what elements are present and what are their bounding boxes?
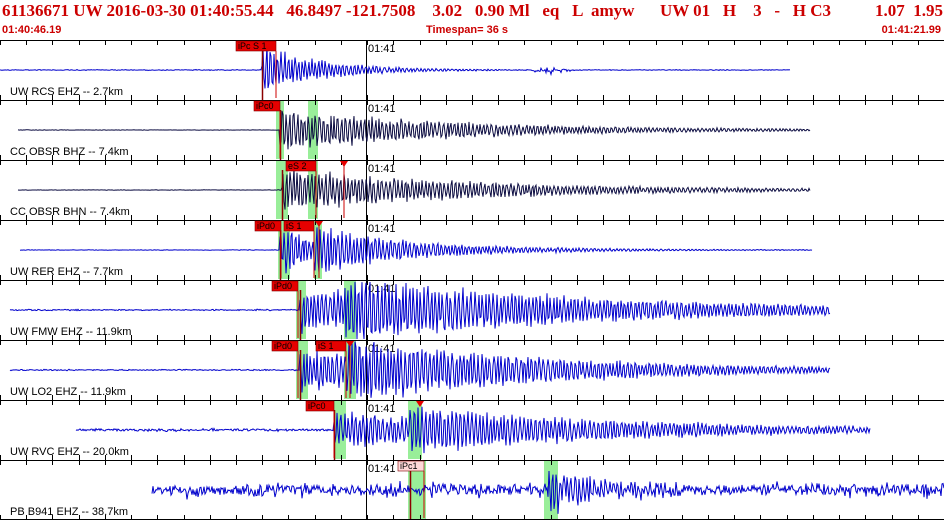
- waveform-trace: [17, 110, 811, 150]
- minute-label: 01:41: [368, 403, 396, 415]
- channel-label: UW RVC EHZ -- 20.0km: [10, 446, 129, 458]
- pick-flag[interactable]: [285, 160, 317, 172]
- pick-flag[interactable]: [253, 100, 281, 112]
- pick-label: iPd0: [257, 221, 275, 231]
- event-header: 61136671 UW 2016-03-30 01:40:55.44 46.84…: [0, 0, 944, 40]
- channel-label: UW FMW EHZ -- 11.9km: [10, 326, 131, 338]
- channel-row[interactable]: 01:41 iPc S 1 UW RCS EHZ -- 2.7km: [0, 40, 944, 100]
- channel-label: UW RER EHZ -- 7.7km: [10, 266, 123, 278]
- waveform-trace: [75, 406, 871, 454]
- channel-label: CC OBSR BHN -- 7.4km: [10, 206, 130, 218]
- waveform-trace: [17, 168, 811, 210]
- channel-row[interactable]: 01:41 iPc0 UW RVC EHZ -- 20.0km: [0, 400, 944, 460]
- pick-label: iPc0: [256, 101, 274, 111]
- pick-flag[interactable]: [283, 220, 315, 232]
- pick-flag[interactable]: [235, 40, 277, 52]
- channel-row[interactable]: 01:41 eS 2 CC OBSR BHN -- 7.4km: [0, 160, 944, 220]
- channel-label: PB B941 EHZ -- 38.7km: [10, 506, 128, 518]
- phase-window: [408, 461, 426, 519]
- pick-label: iPd0: [274, 281, 292, 291]
- pick-flag[interactable]: [271, 340, 299, 352]
- pick-label: iPc1: [400, 461, 418, 471]
- pick-arrow-icon: [340, 161, 348, 167]
- end-time: 01:41:21.99: [881, 24, 941, 36]
- timespan: Timespan= 36 s: [426, 24, 509, 36]
- waveform-trace: [9, 281, 831, 340]
- minute-label: 01:41: [368, 163, 396, 175]
- channel-row[interactable]: 01:41 iPc0 CC OBSR BHZ -- 7.4km: [0, 100, 944, 160]
- pick-flag[interactable]: [254, 220, 282, 232]
- event-summary: 61136671 UW 2016-03-30 01:40:55.44 46.84…: [2, 1, 832, 20]
- pick-arrow-icon: [315, 221, 323, 227]
- pick-label: iS 1: [286, 221, 302, 231]
- pick-arrow-icon: [346, 341, 354, 347]
- waveform-trace: [0, 45, 791, 89]
- channel-row[interactable]: 01:41 iPd0 iS 1 UW RER EHZ -- 7.7km: [0, 220, 944, 280]
- pick-flag[interactable]: [315, 340, 347, 352]
- minute-label: 01:41: [368, 343, 396, 355]
- pick-arrow-icon: [416, 401, 424, 407]
- pick-flag[interactable]: [397, 460, 425, 472]
- pick-label: eS 2: [288, 161, 307, 171]
- waveform-trace: [19, 227, 813, 274]
- channel-row[interactable]: 01:41 iPc1 PB B941 EHZ -- 38.7km: [0, 460, 944, 520]
- waveform-trace: [9, 340, 831, 398]
- pick-label: iPd0: [274, 341, 292, 351]
- pick-label: iPc S 1: [238, 41, 267, 51]
- waveform-trace: [151, 470, 944, 514]
- channel-label: UW LO2 EHZ -- 11.9km: [10, 386, 126, 398]
- minute-label: 01:41: [368, 463, 396, 475]
- minute-label: 01:41: [368, 223, 396, 235]
- pick-flag[interactable]: [271, 280, 299, 292]
- minute-label: 01:41: [368, 43, 396, 55]
- channel-label: CC OBSR BHZ -- 7.4km: [10, 146, 129, 158]
- channel-label: UW RCS EHZ -- 2.7km: [10, 86, 123, 98]
- minute-label: 01:41: [368, 103, 396, 115]
- pick-label: iS 1: [318, 341, 334, 351]
- pick-label: iPc0: [308, 401, 326, 411]
- pick-flag[interactable]: [305, 400, 335, 412]
- start-time: 01:40:46.19: [2, 24, 62, 36]
- channel-row[interactable]: 01:41 iPd0 iS 1 UW LO2 EHZ -- 11.9km: [0, 340, 944, 400]
- magnitude-values: 1.07 1.95: [875, 1, 943, 20]
